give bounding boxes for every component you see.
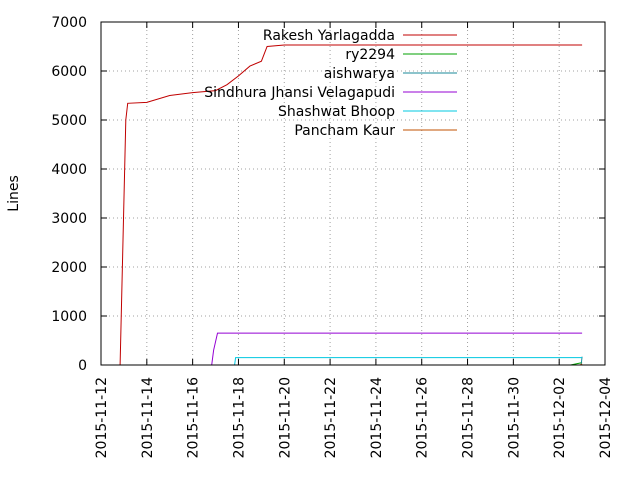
x-tick-label: 2015-11-28	[461, 377, 477, 458]
x-axis: 2015-11-12 2015-11-14 2015-11-16 2015-11-18…	[94, 22, 614, 458]
y-tick-label: 6000	[51, 64, 87, 80]
x-tick-label: 2015-11-12	[94, 377, 110, 458]
y-axis: 0 1000 2000 3000 4000 5000 6000 7000	[51, 15, 605, 374]
y-tick-label: 2000	[51, 260, 87, 276]
x-tick-label: 2015-11-20	[277, 377, 293, 458]
y-tick-label: 5000	[51, 113, 87, 129]
y-tick-label: 3000	[51, 211, 87, 227]
legend-label: Pancham Kaur	[294, 123, 395, 139]
legend-label: Rakesh Yarlagadda	[263, 28, 395, 44]
x-tick-label: 2015-12-02	[552, 377, 568, 458]
x-tick-label: 2015-11-18	[231, 377, 247, 458]
legend-label: ry2294	[345, 47, 395, 63]
y-tick-label: 0	[78, 358, 87, 374]
x-tick-label: 2015-11-22	[323, 377, 339, 458]
series-line-4	[234, 357, 583, 366]
x-tick-label: 2015-11-16	[186, 377, 202, 458]
legend-label: aishwarya	[324, 66, 395, 82]
series-line-0	[119, 44, 583, 366]
y-tick-label: 1000	[51, 309, 87, 325]
x-tick-label: 2015-11-14	[140, 377, 156, 458]
y-tick-label: 7000	[51, 15, 87, 31]
legend-label: Sindhura Jhansi Velagapudi	[204, 85, 395, 101]
plot-frame	[100, 21, 606, 366]
x-tick-label: 2015-11-30	[506, 377, 522, 458]
series-line-3	[211, 332, 583, 366]
legend: Rakesh Yarlagadda ry2294 aishwarya Sindhura…	[204, 28, 457, 139]
x-tick-label: 2015-12-04	[598, 377, 614, 458]
x-tick-label: 2015-11-24	[369, 377, 385, 458]
y-axis-label: Lines	[6, 175, 22, 211]
legend-label: Shashwat Bhoop	[278, 104, 395, 120]
x-tick-label: 2015-11-26	[415, 377, 431, 458]
grid-lines	[101, 22, 605, 365]
y-tick-label: 4000	[51, 162, 87, 178]
